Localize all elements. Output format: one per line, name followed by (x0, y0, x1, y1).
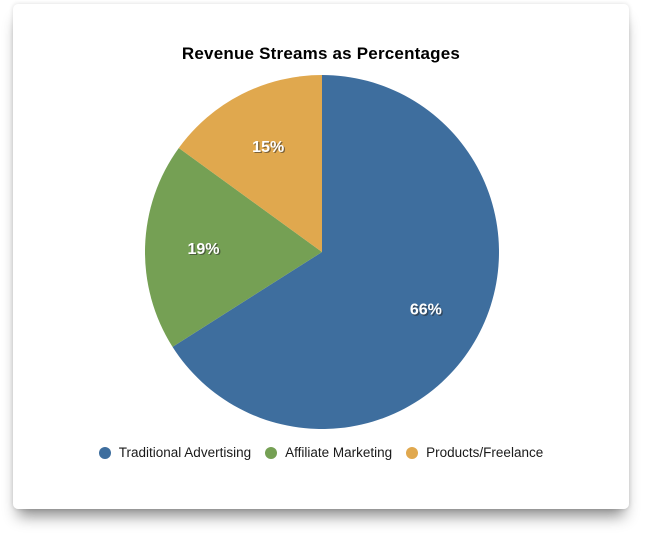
legend-dot-affiliate-marketing-icon (265, 446, 278, 459)
legend-label-traditional-advertising: Traditional Advertising (118, 445, 252, 460)
legend-item-products-freelance: Products/Freelance (406, 445, 543, 460)
legend-label-products-freelance: Products/Freelance (426, 445, 544, 460)
pie-slice-value-label-products-freelance: 15% (252, 139, 284, 156)
pie-chart-svg: 66%66%19%19%15%15% (144, 74, 499, 429)
pie-slice-traditional-advertising (172, 75, 499, 429)
pie-slice-value-label-traditional-advertising: 66% (410, 302, 442, 319)
legend-item-traditional-advertising: Traditional Advertising (98, 445, 252, 460)
pie-slice-affiliate-marketing (144, 147, 322, 347)
chart-title: Revenue Streams as Percentages (181, 44, 461, 63)
chart-legend: Traditional Advertising Affiliate Market… (13, 445, 629, 460)
pie-slice-products-freelance (178, 74, 322, 252)
legend-item-affiliate-marketing: Affiliate Marketing (265, 445, 392, 460)
pie-slice-value-shadow-traditional-advertising: 66% (411, 303, 443, 320)
pie-chart: 66% 66% 19% 19% 15% 15% (144, 74, 499, 429)
pie-slice-value-shadow-products-freelance: 15% (253, 140, 285, 157)
legend-dot-products-freelance-icon (406, 446, 419, 459)
pie-slice-value-label-affiliate-marketing: 19% (187, 241, 219, 258)
pie-slice-value-shadow-affiliate-marketing: 19% (189, 242, 221, 259)
legend-label-affiliate-marketing: Affiliate Marketing (285, 445, 393, 460)
legend-dot-traditional-advertising-icon (98, 446, 111, 459)
chart-card: Revenue Streams as Percentages 66% 66% 19%… (13, 4, 629, 509)
